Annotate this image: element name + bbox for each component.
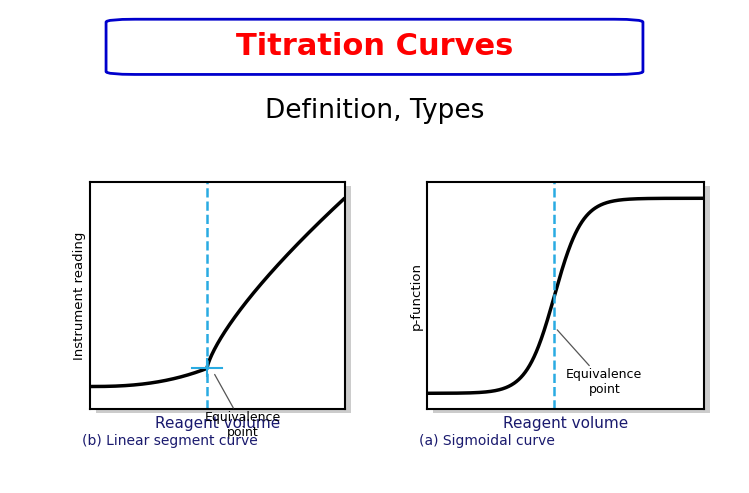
Text: Titration Curves: Titration Curves (236, 33, 513, 61)
Text: (a) Sigmoidal curve: (a) Sigmoidal curve (419, 434, 555, 448)
Text: Definition, Types: Definition, Types (265, 98, 484, 124)
Y-axis label: Instrument reading: Instrument reading (73, 232, 85, 360)
FancyBboxPatch shape (106, 19, 643, 74)
X-axis label: Reagent volume: Reagent volume (503, 416, 628, 431)
Text: (b) Linear segment curve: (b) Linear segment curve (82, 434, 258, 448)
Y-axis label: p-function: p-function (410, 262, 422, 330)
Text: Equivalence
point: Equivalence point (204, 375, 281, 439)
Text: Equivalence
point: Equivalence point (557, 330, 643, 396)
X-axis label: Reagent volume: Reagent volume (154, 416, 280, 431)
